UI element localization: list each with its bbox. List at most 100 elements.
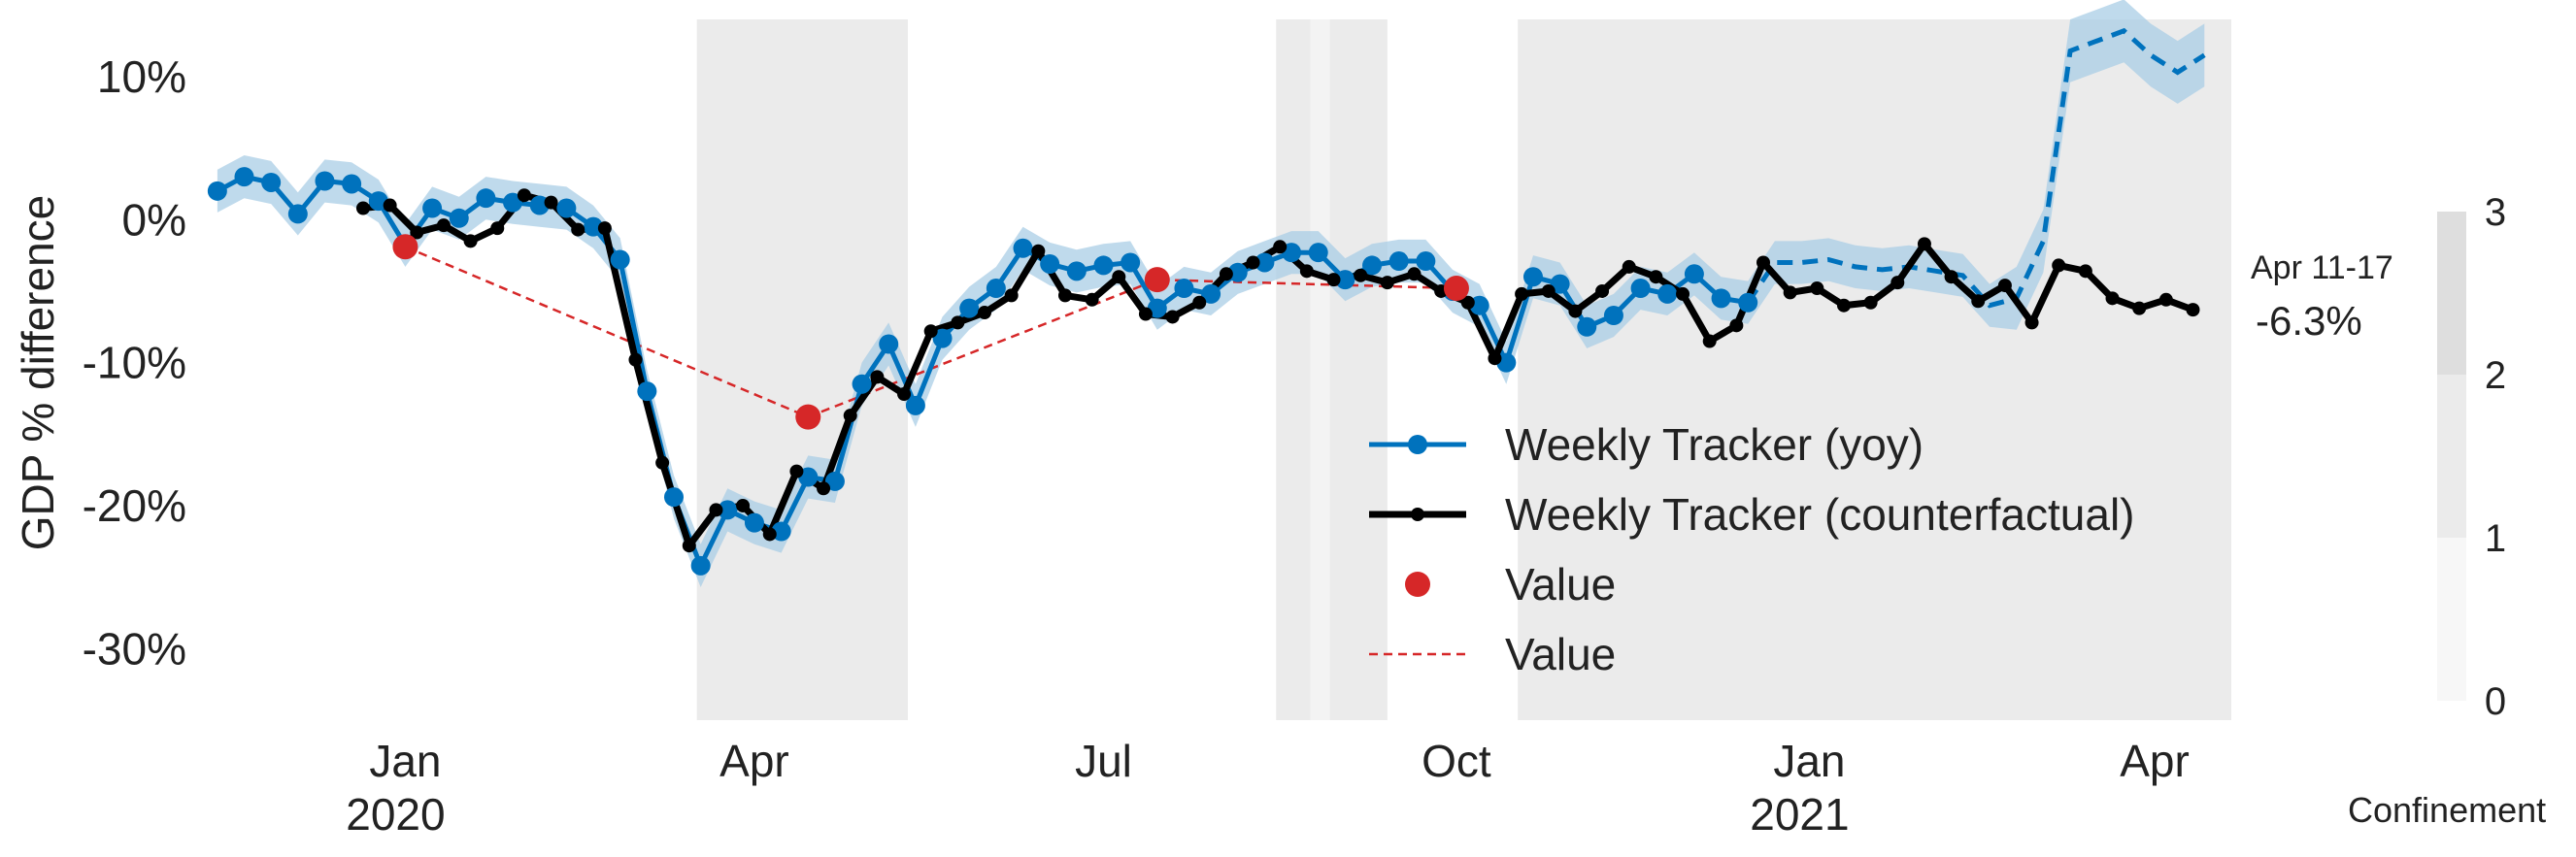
counterfactual-point-18 bbox=[843, 409, 857, 423]
x-tick-year-4: 2021 bbox=[1750, 789, 1849, 840]
yoy-point-47 bbox=[1469, 295, 1489, 315]
yoy-point-25 bbox=[879, 334, 899, 354]
counterfactual-point-26 bbox=[1057, 288, 1072, 303]
counterfactual-point-49 bbox=[1676, 286, 1690, 301]
yoy-point-23 bbox=[824, 471, 845, 491]
counterfactual-point-28 bbox=[1112, 270, 1126, 284]
counterfactual-point-20 bbox=[897, 387, 912, 402]
annotation-period: Apr 11-17 bbox=[2251, 249, 2393, 286]
y-tick-label-0: 10% bbox=[97, 51, 186, 102]
yoy-point-3 bbox=[287, 204, 308, 224]
value-point-1 bbox=[795, 404, 821, 430]
yoy-point-18 bbox=[690, 555, 711, 576]
counterfactual-point-52 bbox=[1756, 255, 1771, 270]
counterfactual-point-39 bbox=[1407, 267, 1422, 281]
value-point-3 bbox=[1443, 276, 1469, 302]
counterfactual-point-25 bbox=[1031, 244, 1046, 258]
counterfactual-point-3 bbox=[436, 218, 451, 233]
counterfactual-point-17 bbox=[817, 481, 831, 496]
yoy-point-52 bbox=[1603, 306, 1623, 326]
yoy-point-29 bbox=[986, 279, 1006, 299]
counterfactual-point-42 bbox=[1488, 351, 1502, 366]
counterfactual-point-13 bbox=[709, 503, 723, 517]
x-tick-label-3: Oct bbox=[1422, 736, 1491, 786]
counterfactual-point-46 bbox=[1595, 283, 1610, 298]
yoy-point-57 bbox=[1738, 292, 1758, 313]
yoy-point-49 bbox=[1522, 267, 1543, 287]
yoy-point-11 bbox=[503, 192, 523, 213]
counterfactual-point-8 bbox=[571, 222, 585, 237]
yoy-point-43 bbox=[1362, 255, 1383, 276]
y-tick-label-4: -30% bbox=[83, 623, 186, 674]
counterfactual-point-6 bbox=[517, 188, 531, 203]
yoy-point-50 bbox=[1550, 274, 1570, 294]
counterfactual-point-45 bbox=[1568, 304, 1583, 318]
counterfactual-point-60 bbox=[1971, 294, 1986, 309]
counterfactual-point-35 bbox=[1299, 264, 1314, 279]
counterfactual-point-44 bbox=[1541, 283, 1556, 298]
counterfactual-point-48 bbox=[1649, 270, 1663, 284]
yoy-point-4 bbox=[315, 171, 335, 191]
legend-label-0: Weekly Tracker (yoy) bbox=[1505, 419, 1924, 470]
counterfactual-point-22 bbox=[951, 315, 965, 330]
y-axis-label: GDP % difference bbox=[13, 195, 63, 551]
counterfactual-point-11 bbox=[655, 455, 670, 470]
counterfactual-point-33 bbox=[1246, 255, 1260, 270]
yoy-point-13 bbox=[556, 198, 577, 218]
counterfactual-point-37 bbox=[1354, 268, 1368, 282]
counterfactual-point-5 bbox=[490, 221, 505, 236]
yoy-point-44 bbox=[1388, 251, 1409, 272]
counterfactual-point-24 bbox=[1004, 288, 1019, 303]
yoy-point-19 bbox=[718, 500, 738, 520]
legend-label-2: Value bbox=[1505, 559, 1616, 610]
yoy-point-34 bbox=[1121, 252, 1141, 273]
yoy-point-53 bbox=[1630, 279, 1651, 299]
counterfactual-point-67 bbox=[2158, 292, 2173, 307]
counterfactual-point-59 bbox=[1944, 270, 1958, 284]
yoy-point-33 bbox=[1093, 255, 1114, 276]
counterfactual-point-51 bbox=[1729, 318, 1744, 333]
value-point-0 bbox=[392, 234, 418, 260]
yoy-point-1 bbox=[234, 167, 254, 187]
yoy-point-51 bbox=[1577, 316, 1597, 337]
yoy-point-38 bbox=[1227, 262, 1248, 282]
yoy-point-8 bbox=[422, 198, 443, 218]
x-tick-label-5: Apr bbox=[2120, 736, 2190, 786]
y-tick-label-2: -10% bbox=[83, 338, 186, 388]
confinement-colorbar: 0 1 2 3 bbox=[2437, 191, 2506, 723]
counterfactual-point-10 bbox=[628, 352, 643, 367]
counterfactual-point-50 bbox=[1702, 334, 1717, 348]
series-markers bbox=[207, 167, 2200, 576]
counterfactual-point-15 bbox=[762, 527, 777, 542]
value-point-2 bbox=[1144, 267, 1170, 293]
yoy-point-41 bbox=[1308, 243, 1328, 263]
yoy-point-20 bbox=[744, 512, 764, 533]
legend-label-1: Weekly Tracker (counterfactual) bbox=[1505, 489, 2135, 540]
counterfactual-point-7 bbox=[544, 195, 558, 210]
counterfactual-point-62 bbox=[2024, 315, 2039, 330]
colorbar-label: Confinement bbox=[2348, 790, 2546, 830]
x-tick-label-0: Jan bbox=[369, 736, 441, 786]
counterfactual-point-66 bbox=[2132, 301, 2147, 315]
counterfactual-point-16 bbox=[789, 464, 804, 478]
counterfactual-point-4 bbox=[463, 234, 478, 248]
yoy-point-10 bbox=[476, 188, 496, 209]
yoy-point-0 bbox=[207, 181, 227, 201]
legend-label-3: Value bbox=[1505, 629, 1616, 679]
yoy-point-17 bbox=[663, 487, 684, 508]
yoy-point-32 bbox=[1066, 261, 1087, 281]
counterfactual-point-19 bbox=[870, 370, 885, 384]
counterfactual-point-9 bbox=[597, 221, 612, 236]
counterfactual-point-32 bbox=[1219, 267, 1233, 281]
legend-swatch-value-dot bbox=[1405, 572, 1430, 597]
annotation-value: -6.3% bbox=[2256, 298, 2362, 344]
legend: Weekly Tracker (yoy) Weekly Tracker (coun… bbox=[1369, 419, 2135, 679]
counterfactual-point-55 bbox=[1836, 298, 1851, 313]
counterfactual-point-38 bbox=[1380, 276, 1394, 290]
counterfactual-point-14 bbox=[736, 498, 751, 512]
value-dashed-line bbox=[404, 246, 1456, 418]
colorbar-tick-2: 2 bbox=[2485, 354, 2506, 397]
confinement-band-3 bbox=[1329, 19, 1388, 720]
yoy-point-28 bbox=[959, 298, 980, 318]
